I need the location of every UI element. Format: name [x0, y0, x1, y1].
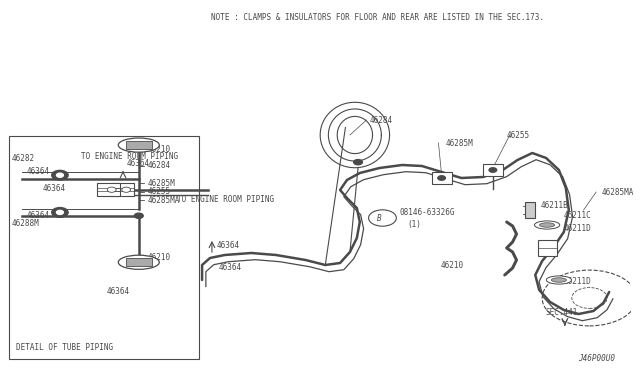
Text: TO ENGINE ROOM PIPING: TO ENGINE ROOM PIPING	[177, 196, 275, 205]
Text: 46255: 46255	[507, 131, 530, 140]
Text: 46364: 46364	[43, 185, 67, 193]
Ellipse shape	[118, 138, 159, 152]
Circle shape	[52, 208, 68, 217]
Text: 08146-63326G: 08146-63326G	[399, 208, 455, 217]
Circle shape	[489, 168, 497, 172]
Text: 46210: 46210	[440, 260, 463, 269]
Ellipse shape	[534, 221, 560, 229]
Circle shape	[122, 187, 131, 192]
Text: 46211C: 46211C	[564, 211, 591, 219]
Text: 46288M: 46288M	[12, 219, 39, 228]
Circle shape	[438, 176, 445, 180]
Bar	[125, 258, 152, 266]
Ellipse shape	[551, 278, 566, 282]
Text: NOTE : CLAMPS & INSULATORS FOR FLOOR AND REAR ARE LISTED IN THE SEC.173.: NOTE : CLAMPS & INSULATORS FOR FLOOR AND…	[211, 13, 545, 22]
Bar	[525, 202, 536, 218]
Bar	[431, 172, 452, 184]
Text: 46364: 46364	[26, 211, 50, 219]
Circle shape	[52, 170, 68, 180]
Circle shape	[108, 187, 116, 192]
Text: (1): (1)	[407, 219, 421, 228]
Ellipse shape	[118, 255, 159, 269]
Bar	[483, 164, 503, 176]
Circle shape	[56, 173, 63, 177]
Text: 46364: 46364	[217, 241, 240, 250]
Text: 46211B: 46211B	[540, 201, 568, 209]
Text: 46284: 46284	[148, 161, 171, 170]
Text: 46210: 46210	[148, 253, 171, 262]
Text: 46211D: 46211D	[564, 278, 591, 286]
Circle shape	[354, 160, 362, 165]
Text: SEC.441: SEC.441	[546, 308, 579, 317]
Text: 46284: 46284	[370, 115, 393, 125]
Bar	[10, 136, 199, 359]
Bar	[125, 141, 152, 149]
Ellipse shape	[540, 223, 555, 227]
Text: 46364: 46364	[126, 159, 149, 168]
Circle shape	[369, 210, 396, 226]
Text: 46255: 46255	[148, 187, 171, 196]
Text: B: B	[377, 214, 381, 222]
Text: DETAIL OF TUBE PIPING: DETAIL OF TUBE PIPING	[16, 343, 113, 352]
Text: 46285M: 46285M	[445, 138, 474, 148]
Text: 46364: 46364	[26, 167, 50, 176]
Text: TO ENGINE ROOM PIPING: TO ENGINE ROOM PIPING	[81, 152, 178, 161]
Bar	[97, 183, 120, 196]
Text: 46285M: 46285M	[148, 179, 175, 187]
Bar	[538, 240, 557, 256]
Text: 46282: 46282	[12, 154, 35, 163]
Circle shape	[134, 213, 143, 218]
Text: 46364: 46364	[107, 288, 130, 296]
Ellipse shape	[547, 276, 572, 284]
Circle shape	[56, 211, 63, 214]
Text: 46285MA: 46285MA	[148, 196, 180, 205]
Text: 46211D: 46211D	[564, 224, 591, 232]
Text: 46285MA: 46285MA	[602, 187, 634, 196]
Text: J46P00U0: J46P00U0	[578, 354, 615, 363]
Text: 46364: 46364	[219, 263, 242, 273]
Bar	[111, 183, 134, 196]
Text: 46210: 46210	[148, 145, 171, 154]
